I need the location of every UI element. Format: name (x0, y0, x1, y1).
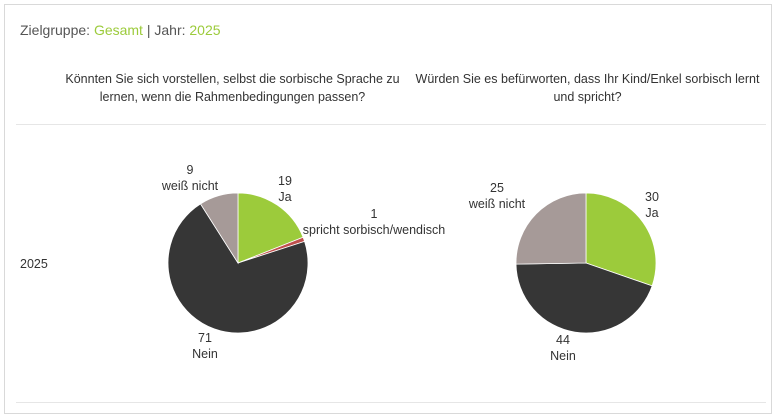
zielgruppe-value[interactable]: Gesamt (93, 22, 143, 38)
pie1-slice-weiss-nicht[interactable] (199, 192, 239, 265)
row-label-year: 2025 (20, 257, 48, 271)
divider-bottom (16, 402, 766, 403)
pie2-label-ja: 30 Ja (645, 190, 659, 220)
pie2-slice-ja[interactable] (585, 192, 657, 287)
filter-header: Zielgruppe: Gesamt | Jahr: 2025 (20, 22, 221, 38)
jahr-label: Jahr: (154, 22, 186, 38)
pie1-slice-nein[interactable] (167, 203, 309, 334)
pie1-label-weiss-nicht: 9 weiß nicht (161, 163, 219, 193)
pie1-label-ja: 19 Ja (278, 174, 292, 204)
divider-top (16, 124, 766, 125)
pie2-slice-weiss-nicht[interactable] (515, 192, 587, 265)
chart-title-right: Würden Sie es befürworten, dass Ihr Kind… (415, 72, 760, 104)
jahr-value[interactable]: 2025 (189, 22, 221, 38)
zielgruppe-label: Zielgruppe: (20, 22, 91, 38)
header-separator: | (146, 22, 151, 38)
pie1-label-spricht-sorbisch-wendisch: 1 spricht sorbisch/wendisch (303, 207, 445, 237)
pie1-slice-ja[interactable] (237, 192, 304, 264)
pie2-slice-nein[interactable] (515, 262, 653, 334)
chart-frame (4, 4, 772, 414)
pie1-label-nein: 71 Nein (192, 331, 218, 361)
pie2-label-weiss-nicht: 25 weiß nicht (468, 181, 526, 211)
pie2-label-nein: 44 Nein (550, 333, 576, 363)
chart-title-left: Könnten Sie sich vorstellen, selbst die … (65, 72, 400, 104)
